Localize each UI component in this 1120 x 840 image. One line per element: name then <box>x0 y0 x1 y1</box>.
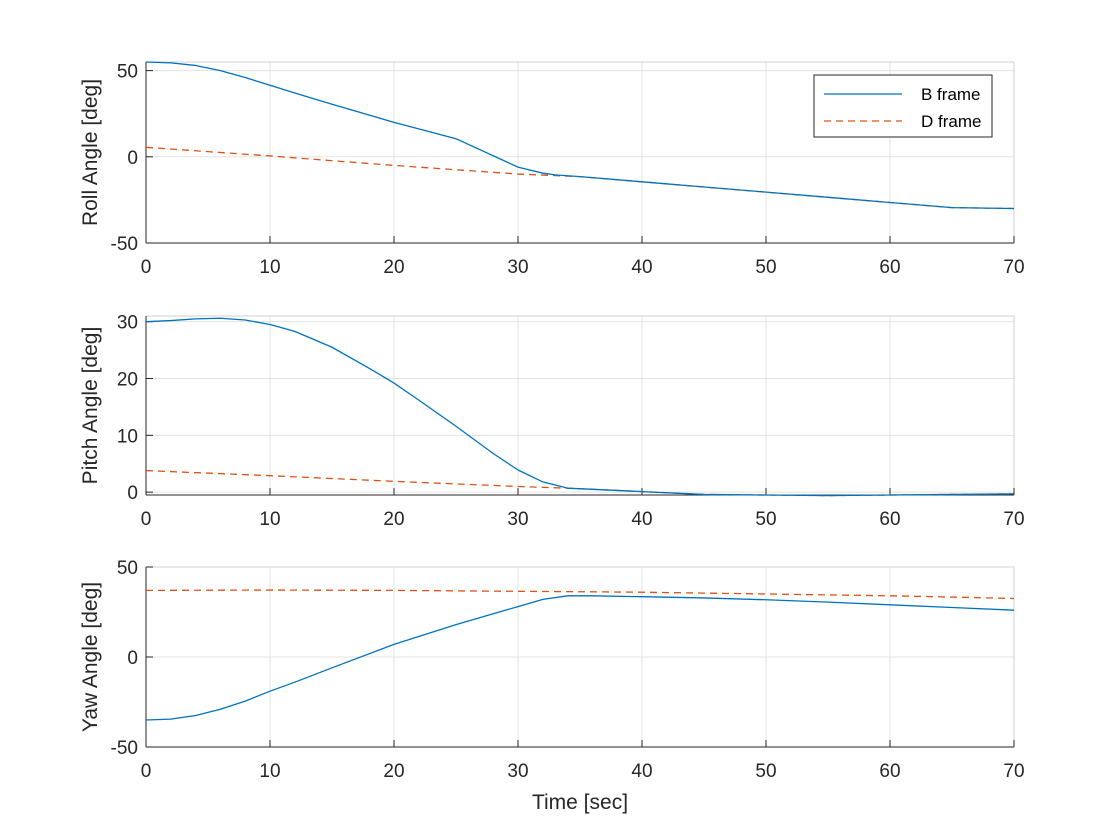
y-tick-label: 0 <box>127 483 138 504</box>
legend-box <box>813 74 993 138</box>
y-tick-label: -50 <box>111 234 138 255</box>
y-tick-label: 30 <box>117 313 138 334</box>
legend-label: B frame <box>921 85 981 104</box>
x-tick-label: 60 <box>879 257 900 278</box>
y-tick-label: 20 <box>117 370 138 391</box>
x-tick-label: 40 <box>631 257 652 278</box>
x-tick-label: 30 <box>507 509 528 530</box>
x-tick-label: 70 <box>1003 761 1024 782</box>
subplot-2: 0 10 20 30 40 50 60 70 0 10 20 30 Pitch Angle [deg] <box>79 313 1025 530</box>
y-tick-label: 0 <box>127 148 138 169</box>
x-tick-label: 60 <box>879 761 900 782</box>
y-tick-label: 0 <box>127 648 138 669</box>
x-tick-label: 0 <box>141 761 152 782</box>
y-tick-label: 10 <box>117 426 138 447</box>
y-tick-label: 50 <box>117 558 138 579</box>
x-tick-label: 50 <box>755 257 776 278</box>
x-tick-label: 30 <box>507 761 528 782</box>
x-tick-label: 50 <box>755 761 776 782</box>
x-axis-label: Time [sec] <box>532 791 628 814</box>
x-tick-label: 10 <box>259 761 280 782</box>
x-tick-label: 30 <box>507 257 528 278</box>
legend-label: D frame <box>921 112 981 131</box>
x-tick-label: 0 <box>141 257 152 278</box>
y-axis-label: Pitch Angle [deg] <box>79 327 102 485</box>
legend: B frame D frame <box>813 74 993 138</box>
series-line-b-frame <box>145 595 1015 721</box>
x-tick-label: 70 <box>1003 257 1024 278</box>
series-line-b-frame <box>145 317 1015 497</box>
y-tick-label: 50 <box>117 62 138 83</box>
x-tick-label: 20 <box>383 257 404 278</box>
x-tick-label: 20 <box>383 761 404 782</box>
y-axis-label: Yaw Angle [deg] <box>79 582 102 732</box>
series-line-b-frame <box>145 61 1015 210</box>
x-tick-label: 20 <box>383 509 404 530</box>
y-axis-label: Roll Angle [deg] <box>79 79 102 226</box>
plot-area <box>146 316 1014 495</box>
x-tick-label: 10 <box>259 257 280 278</box>
x-tick-label: 50 <box>755 509 776 530</box>
y-tick-label: -50 <box>111 738 138 759</box>
x-tick-label: 60 <box>879 509 900 530</box>
x-tick-label: 40 <box>631 509 652 530</box>
x-tick-label: 10 <box>259 509 280 530</box>
x-tick-label: 40 <box>631 761 652 782</box>
x-tick-label: 0 <box>141 509 152 530</box>
x-tick-label: 70 <box>1003 509 1024 530</box>
